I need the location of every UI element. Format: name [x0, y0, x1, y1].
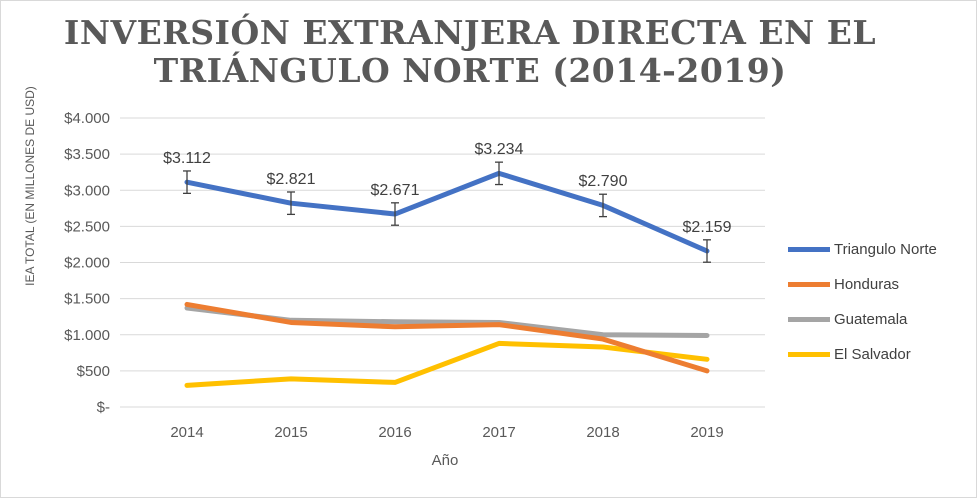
y-tick-label: $3.000: [64, 182, 110, 199]
error-bars: [183, 161, 711, 263]
y-tick-label: $2.000: [64, 255, 110, 272]
series-line-honduras: [184, 301, 710, 374]
x-tick-label: 2015: [274, 424, 307, 441]
data-label: $2.159: [683, 219, 732, 236]
legend-swatch: [788, 282, 830, 287]
y-tick-label: $4.000: [64, 110, 110, 127]
chart-title: INVERSIÓN EXTRANJERA DIRECTA EN EL TRIÁN…: [63, 13, 877, 90]
data-label: $2.790: [579, 173, 628, 190]
legend-label: Triangulo Norte: [834, 241, 937, 258]
legend-swatch: [788, 247, 830, 252]
y-tick-label: $-: [97, 399, 110, 416]
y-tick-label: $3.500: [64, 146, 110, 163]
y-tick-label: $1.000: [64, 327, 110, 344]
error-bar: [495, 161, 503, 186]
series-lines: [184, 170, 710, 388]
legend-item-el-salvador: El Salvador: [788, 337, 973, 372]
legend-swatch: [788, 317, 830, 322]
error-bar: [599, 193, 607, 218]
x-tick-label: 2018: [586, 424, 619, 441]
error-bar: [391, 202, 399, 226]
x-tick-label: 2019: [690, 424, 723, 441]
data-label: $2.671: [371, 182, 420, 199]
y-axis-ticks: $- $500 $1.000 $1.500 $2.000 $2.500 $3.000 $3.5…: [64, 110, 110, 416]
legend-label: Honduras: [834, 276, 900, 293]
legend-item-honduras: Honduras: [788, 267, 973, 302]
x-axis-ticks: 2014 2015 2016 2017 2018 2019: [170, 424, 723, 441]
data-labels: $3.112 $2.821 $2.671 $3.234 $2.790 $2.159: [163, 141, 731, 236]
legend-label: El Salvador: [834, 346, 911, 363]
data-label: $3.234: [475, 141, 524, 158]
error-bar: [183, 170, 191, 195]
x-tick-label: 2017: [482, 424, 515, 441]
y-tick-label: $2.500: [64, 218, 110, 235]
y-tick-label: $500: [77, 363, 110, 380]
data-label: $2.821: [267, 171, 316, 188]
data-label: $3.112: [163, 150, 211, 167]
error-bar: [287, 191, 295, 216]
series-line-el-salvador: [184, 340, 710, 388]
legend-swatch: [788, 352, 830, 357]
series-line-guatemala: [184, 305, 710, 338]
y-tick-label: $1.500: [64, 291, 110, 308]
legend-label: Guatemala: [834, 311, 908, 328]
legend: Triangulo Norte Honduras Guatemala El Salva…: [788, 232, 973, 372]
x-axis-title: Año: [431, 452, 459, 469]
legend-item-triangulo-norte: Triangulo Norte: [788, 232, 973, 267]
legend-item-guatemala: Guatemala: [788, 302, 973, 337]
x-tick-label: 2014: [170, 424, 203, 441]
series-line-triangulo-norte: [184, 170, 710, 254]
x-tick-label: 2016: [378, 424, 411, 441]
error-bar: [703, 239, 711, 263]
